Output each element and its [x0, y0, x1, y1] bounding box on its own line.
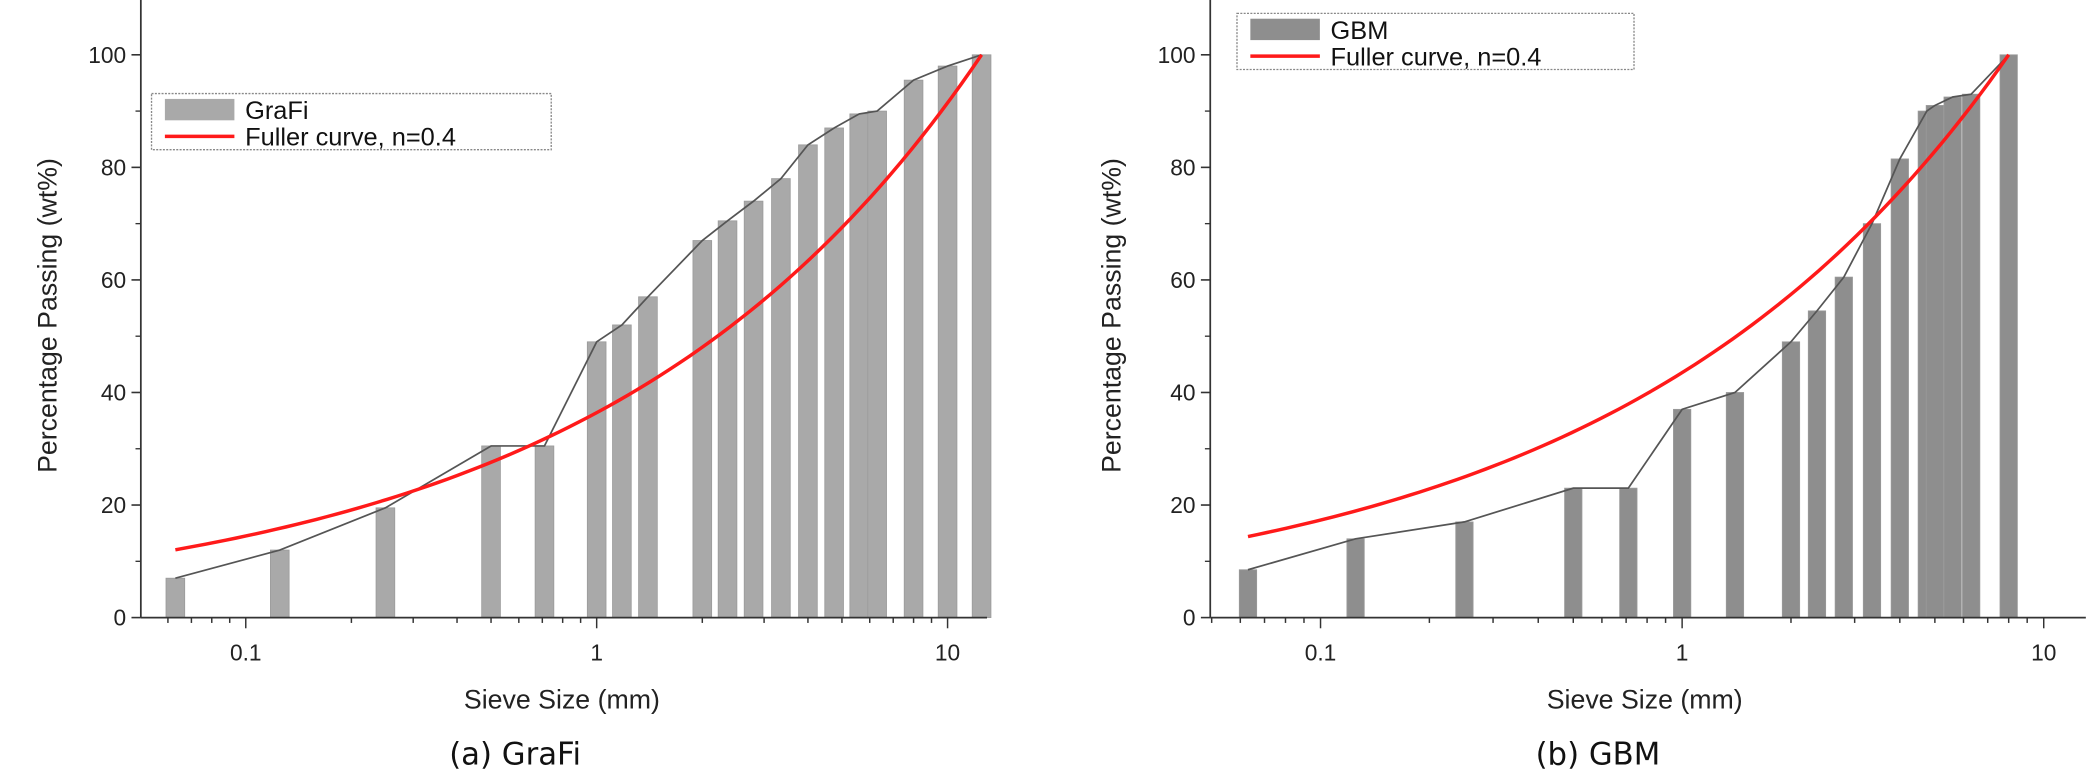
bar [867, 110, 887, 618]
bar [1890, 158, 1909, 618]
passing-line [175, 53, 982, 580]
bar [937, 65, 958, 618]
y-tick-label: 100 [1158, 42, 1196, 68]
bar [1962, 93, 1981, 618]
bar [1862, 223, 1882, 618]
legend-label-fuller: Fuller curve, n=0.4 [245, 124, 456, 152]
y-tick-label: 60 [101, 267, 126, 293]
bar [1238, 569, 1258, 618]
y-tick-label: 0 [113, 605, 126, 631]
bar [692, 240, 713, 618]
fuller-curve-line [175, 53, 984, 552]
bar [638, 296, 658, 618]
panel-caption: (a) GraFi [449, 737, 581, 773]
bar [586, 341, 607, 618]
y-tick-label: 80 [101, 154, 126, 180]
legend-label-fuller: Fuller curve, n=0.4 [1331, 44, 1542, 72]
bar [375, 507, 396, 618]
y-axis-label: Percentage Passing (wt%) [33, 158, 63, 473]
bar [1943, 96, 1962, 618]
bar [1925, 105, 1944, 618]
bar [1673, 408, 1692, 618]
y-tick-label: 80 [1170, 154, 1195, 180]
fuller-curve-line [1247, 53, 2011, 539]
passing-line [1247, 54, 2010, 571]
x-tick-label: 10 [2031, 639, 2056, 665]
x-tick-label: 0.1 [1305, 639, 1337, 665]
bar [824, 127, 844, 618]
x-axis-label: Sieve Size (mm) [464, 684, 660, 714]
y-tick-label: 0 [1183, 605, 1196, 631]
bar [1781, 341, 1801, 618]
bar [1725, 392, 1745, 618]
bar [270, 549, 290, 618]
y-tick-label: 40 [1170, 379, 1195, 405]
bar [1999, 54, 2018, 618]
x-tick-label: 0.1 [230, 639, 262, 665]
panel-caption: (b) GBM [1536, 737, 1661, 773]
x-tick-label: 1 [1676, 639, 1689, 665]
panel-grafi: 0 20 40 60 80 100 0.1 1 10 Sieve Size (mm) Percent… [33, 0, 992, 773]
bar [481, 445, 501, 618]
bar [717, 220, 738, 618]
y-tick-label: 100 [88, 42, 126, 68]
legend-bar-swatch [164, 98, 235, 121]
bar [612, 324, 632, 618]
bar [771, 178, 791, 618]
bar [1807, 310, 1827, 618]
legend-bar-swatch [1250, 18, 1320, 41]
panel-gbm: 0 20 40 60 80 100 0.1 1 10 Sieve Size (mm) Percent… [1097, 0, 2086, 773]
legend-label-bars: GraFi [245, 97, 308, 125]
x-axis-label: Sieve Size (mm) [1547, 684, 1743, 714]
y-tick-label: 20 [101, 492, 126, 518]
bar [903, 79, 924, 618]
bar [743, 200, 764, 618]
y-tick-label: 40 [101, 379, 126, 405]
bar [534, 445, 555, 618]
bar [1455, 521, 1474, 618]
bar [1834, 276, 1853, 618]
y-axis-label: Percentage Passing (wt%) [1097, 158, 1127, 473]
bar [165, 577, 186, 618]
bar [971, 54, 992, 618]
y-tick-label: 20 [1170, 492, 1195, 518]
legend-label-bars: GBM [1331, 17, 1389, 45]
bar [1619, 487, 1638, 618]
x-tick-label: 1 [590, 639, 603, 665]
bar [1346, 538, 1365, 618]
bar [1564, 487, 1583, 618]
y-tick-label: 60 [1170, 267, 1195, 293]
x-tick-label: 10 [935, 639, 960, 665]
bar [798, 144, 818, 618]
bar [849, 113, 869, 618]
